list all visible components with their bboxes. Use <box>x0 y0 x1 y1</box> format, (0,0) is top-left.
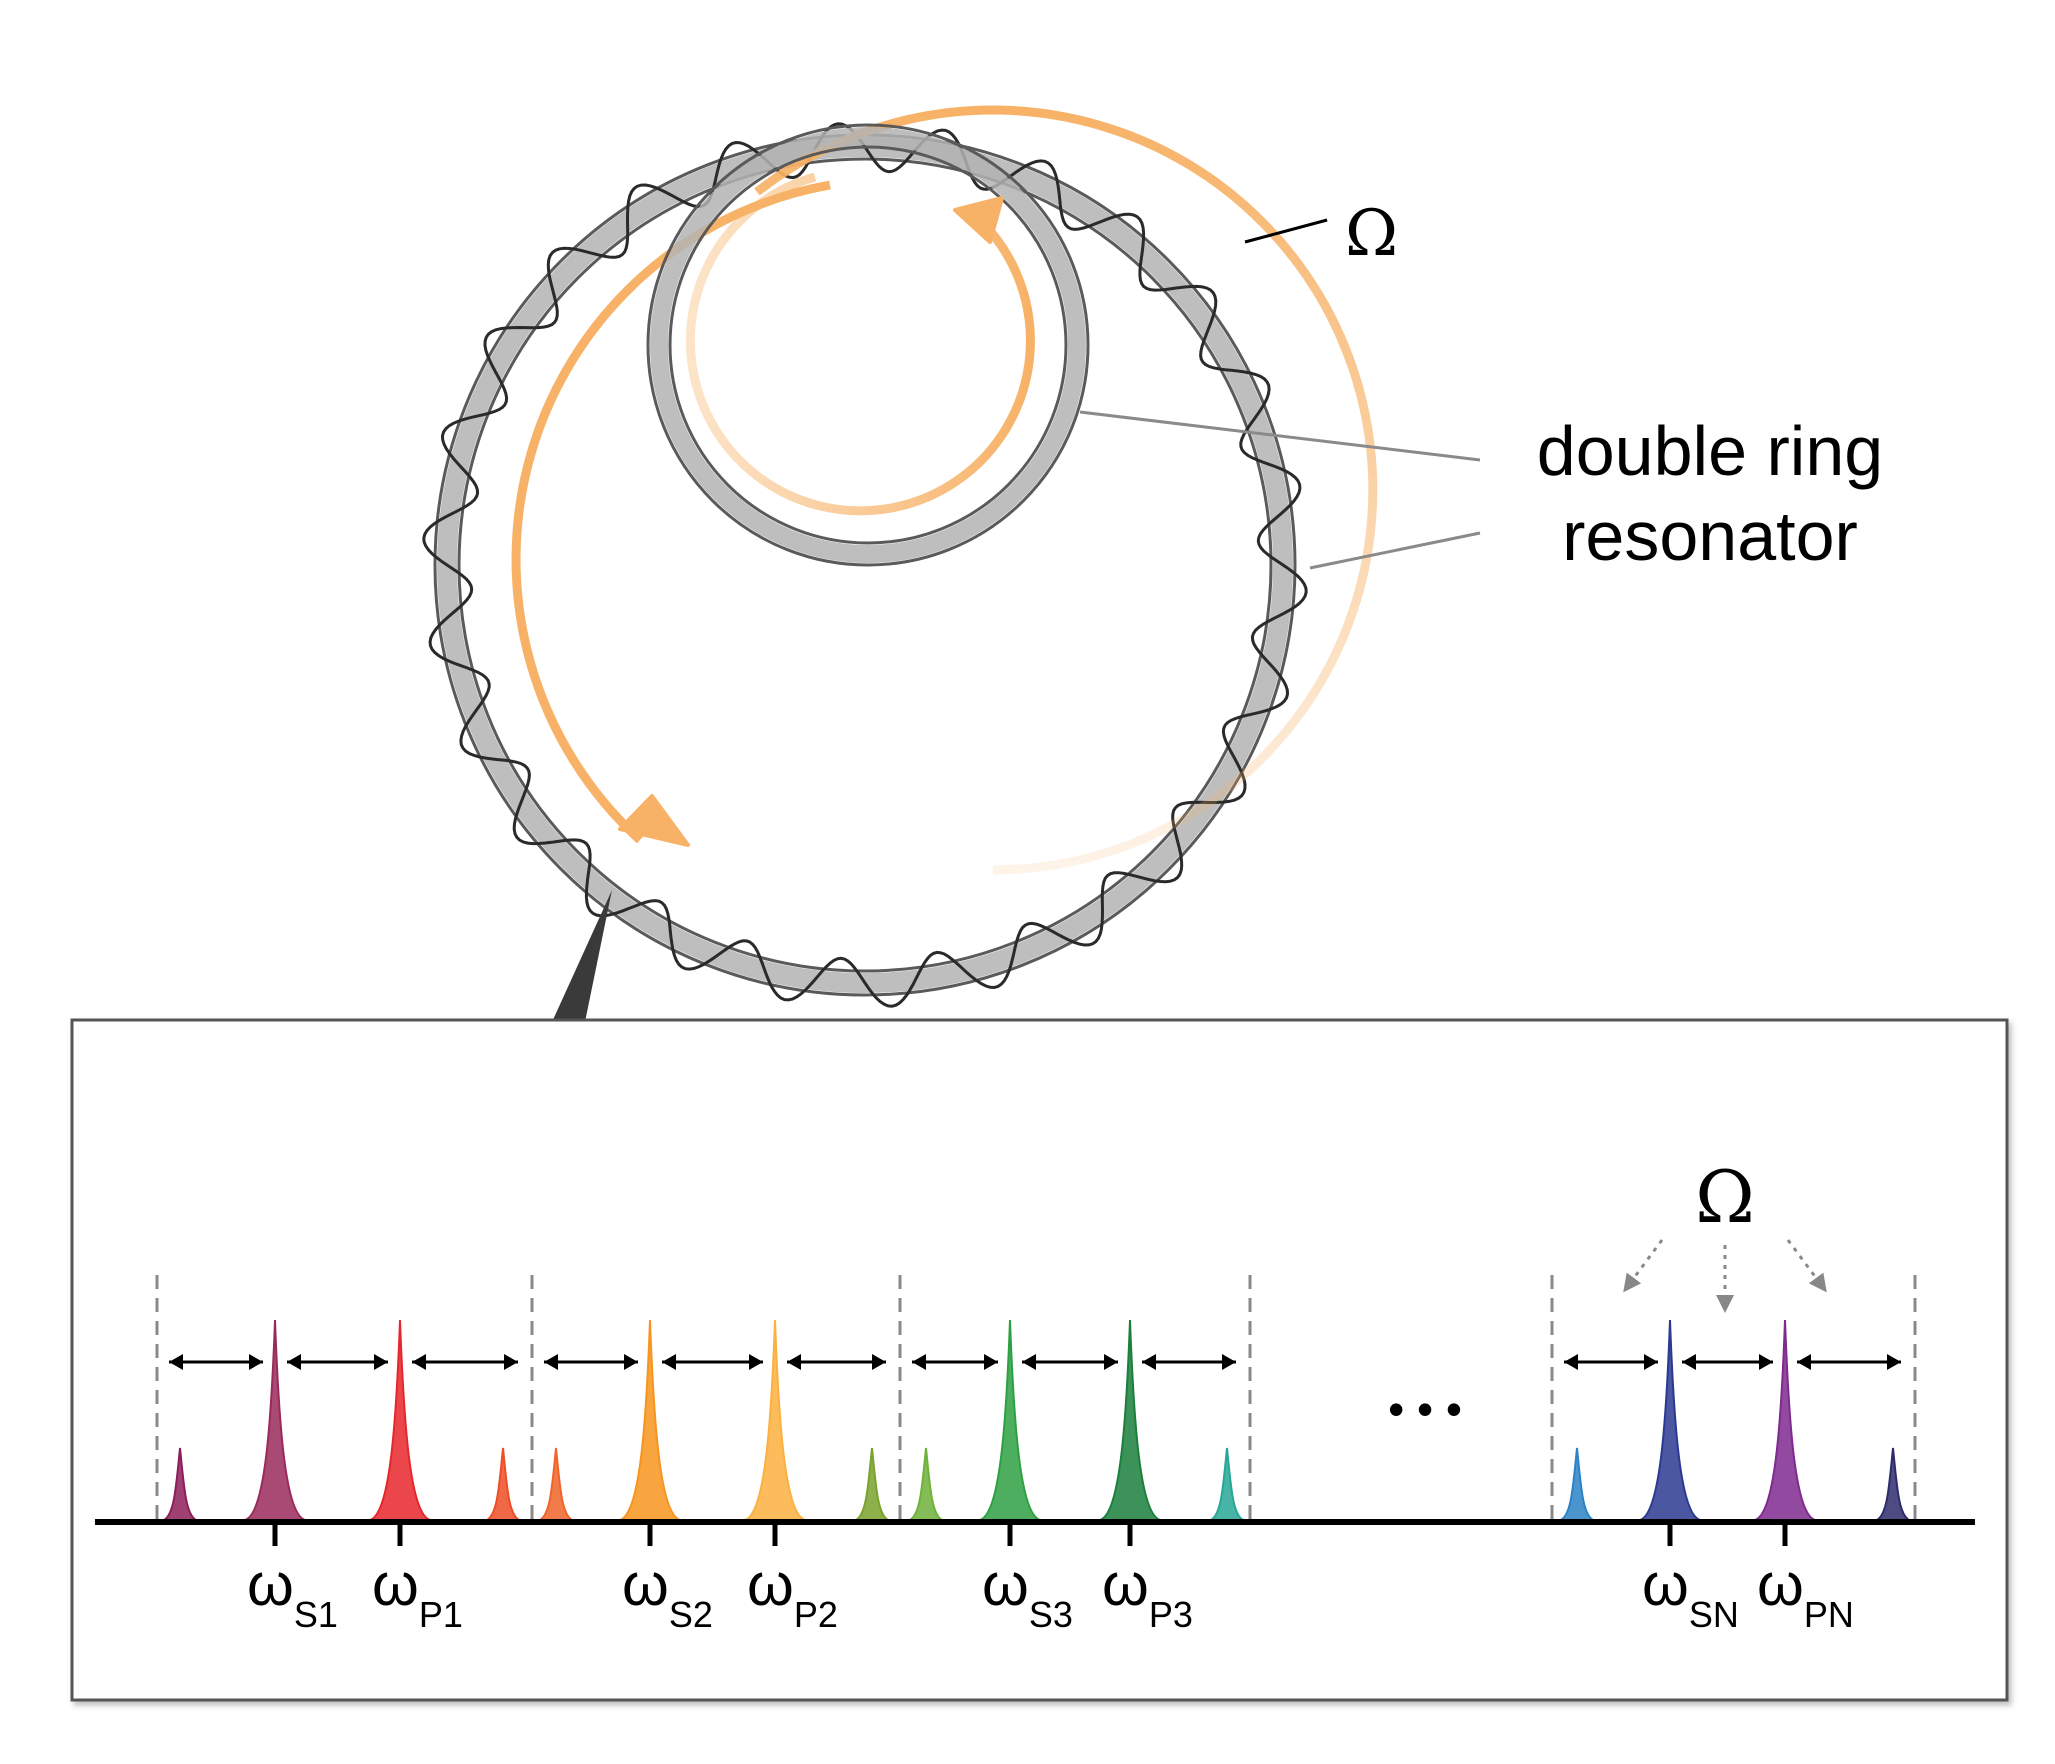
axis-label-pn: ωPN <box>1757 1551 1854 1635</box>
spacing-arrow <box>1564 1354 1658 1370</box>
spacing-arrow <box>912 1354 998 1370</box>
axis-label-s1: ωS1 <box>247 1551 338 1635</box>
spectral-peak <box>536 1447 576 1521</box>
modulation-wave <box>422 122 1308 1008</box>
inner-circulation-arrow <box>685 172 1035 516</box>
spacing-arrow <box>1682 1354 1773 1370</box>
spacing-arrow <box>1022 1354 1118 1370</box>
spacing-arrow <box>412 1354 518 1370</box>
spacing-arrow <box>287 1354 388 1370</box>
axis-label-s2: ωS2 <box>622 1551 713 1635</box>
spectral-peak <box>744 1319 806 1521</box>
spectral-peak <box>369 1319 431 1521</box>
spectral-peak <box>619 1319 681 1521</box>
inner-ring <box>646 123 1090 567</box>
spacing-arrow <box>787 1354 886 1370</box>
omega-ring-leader <box>1244 218 1328 244</box>
spacing-arrow <box>1142 1354 1236 1370</box>
axis-label-p1: ωP1 <box>372 1551 463 1635</box>
spacing-arrow <box>544 1354 638 1370</box>
zoom-pointer <box>552 890 612 1022</box>
spectral-peak <box>979 1319 1041 1521</box>
axis-label-sn: ωSN <box>1642 1551 1739 1635</box>
spectral-peak <box>1873 1447 1913 1521</box>
spectral-peak <box>1099 1319 1161 1521</box>
spectrum-panel <box>70 1018 2009 1702</box>
axis-label-s3: ωS3 <box>982 1551 1073 1635</box>
axis-label-p2: ωP2 <box>747 1551 838 1635</box>
ellipsis: • • • <box>1388 1383 1462 1435</box>
resonator-callout: double ring resonator <box>1079 410 1883 575</box>
spectral-peak <box>1639 1319 1701 1521</box>
spectral-peak <box>483 1447 523 1521</box>
spectral-peak <box>906 1447 946 1521</box>
spectral-peak <box>1207 1447 1247 1521</box>
axis-label-p3: ωP3 <box>1102 1551 1193 1635</box>
spacing-arrow <box>1797 1354 1901 1370</box>
spacing-arrow <box>662 1354 763 1370</box>
omega-comb-label: Ω <box>1695 1155 1755 1239</box>
spacing-arrow <box>169 1354 263 1370</box>
spectral-peak <box>160 1447 200 1521</box>
spectral-peak <box>1557 1447 1597 1521</box>
callout-line-1: double ring <box>1537 412 1883 490</box>
spectral-peak <box>1754 1319 1816 1521</box>
spectral-peak <box>852 1447 892 1521</box>
axis-labels: ωS1 ωP1 ωS2 ωP2 ωS3 ωP3 ωSN ωPN <box>247 1522 1854 1635</box>
spectrum <box>155 1275 1917 1521</box>
omega-ring-label: Ω <box>1345 197 1398 271</box>
callout-line-2: resonator <box>1562 497 1858 575</box>
omega-comb-pointers <box>1623 1239 1827 1313</box>
spectral-peak <box>244 1319 306 1521</box>
